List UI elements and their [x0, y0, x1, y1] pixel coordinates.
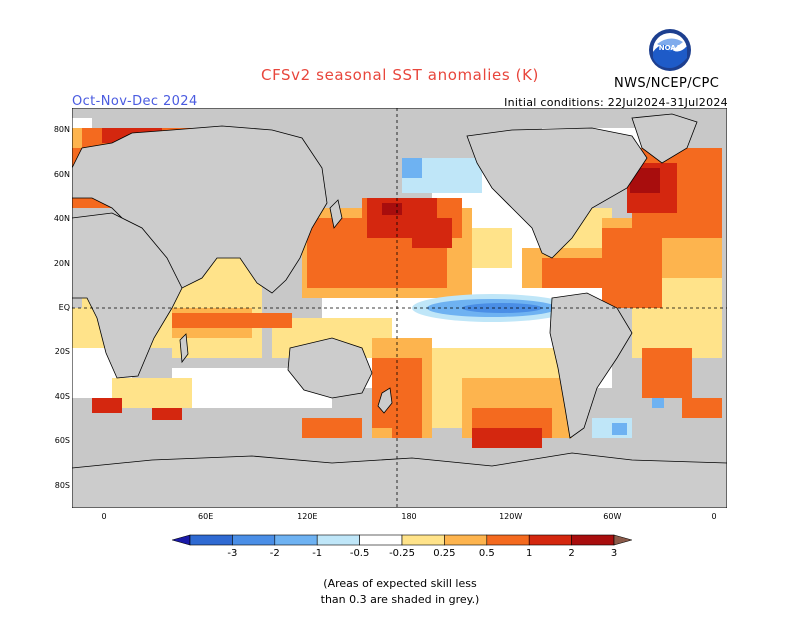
logo-text: NOAA	[659, 44, 682, 52]
lon-label: 120W	[499, 512, 523, 521]
colorbar-tick-label: 1	[526, 548, 533, 559]
north-america	[466, 127, 648, 259]
colorbar-low-extend	[172, 534, 191, 546]
greenland	[631, 113, 698, 164]
lon-label: 60E	[198, 512, 214, 521]
colorbar-tick-label: 2	[568, 548, 575, 559]
skill-note-line-1: (Areas of expected skill less	[323, 577, 477, 590]
lat-label: 20S	[54, 347, 70, 357]
lat-label: 40S	[54, 391, 70, 401]
colorbar-bin	[444, 534, 488, 546]
lon-label: 180	[401, 512, 417, 521]
season-label: Oct-Nov-Dec 2024	[72, 94, 198, 109]
land-masses	[72, 113, 727, 508]
colorbar-tick-label: -3	[227, 548, 238, 559]
new-zealand	[377, 387, 393, 414]
south-america	[549, 292, 633, 439]
map-title: CFSv2 seasonal SST anomalies (K)	[261, 66, 539, 84]
colorbar-bin	[232, 534, 276, 546]
colorbar-tick-label: 0.25	[433, 548, 456, 559]
colorbar-bin	[316, 534, 360, 546]
colorbar-bin	[486, 534, 530, 546]
initial-conditions-label: Initial conditions: 22Jul2024-31Jul2024	[504, 96, 728, 109]
sst-anomaly-map	[72, 108, 727, 508]
cold-anomaly-regions	[402, 148, 664, 438]
lat-label: 80S	[54, 480, 70, 490]
colorbar-tick-label: -2	[269, 548, 280, 559]
colorbar-bin	[401, 534, 445, 546]
lat-label: 20N	[53, 258, 70, 268]
lat-label: 60S	[54, 436, 70, 446]
lon-label: 120E	[297, 512, 318, 521]
lat-label: 60N	[53, 169, 70, 179]
lon-label: 0	[711, 512, 717, 521]
agency-label: NWS/NCEP/CPC	[614, 76, 720, 91]
colorbar-tick-label: 0.5	[478, 548, 495, 559]
skill-note: (Areas of expected skill less than 0.3 a…	[0, 576, 800, 608]
africa	[72, 212, 183, 379]
colorbar-tick-label: -1	[312, 548, 323, 559]
colorbar-bin	[571, 534, 615, 546]
colorbar-tick-label: 3	[610, 548, 618, 559]
lat-label: EQ	[58, 303, 70, 312]
antarctica	[72, 452, 727, 508]
colorbar-high-extend	[613, 534, 632, 546]
lat-label: 80N	[53, 125, 70, 135]
colorbar-bin	[274, 534, 318, 546]
noaa-logo: NOAA	[649, 29, 691, 71]
lon-label: 60W	[603, 512, 622, 521]
skill-note-line-2: than 0.3 are shaded in grey.)	[320, 593, 480, 606]
colorbar	[172, 534, 632, 546]
lat-label: 40N	[53, 214, 70, 224]
colorbar-tick-label: -0.5	[349, 548, 370, 559]
colorbar-bin	[528, 534, 572, 546]
colorbar-bin	[359, 534, 403, 546]
australia	[287, 337, 373, 399]
japan	[329, 199, 343, 229]
colorbar-tick-label: -0.25	[389, 548, 415, 559]
lon-label: 0	[101, 512, 107, 521]
colorbar-bin	[189, 534, 233, 546]
madagascar	[179, 333, 189, 364]
